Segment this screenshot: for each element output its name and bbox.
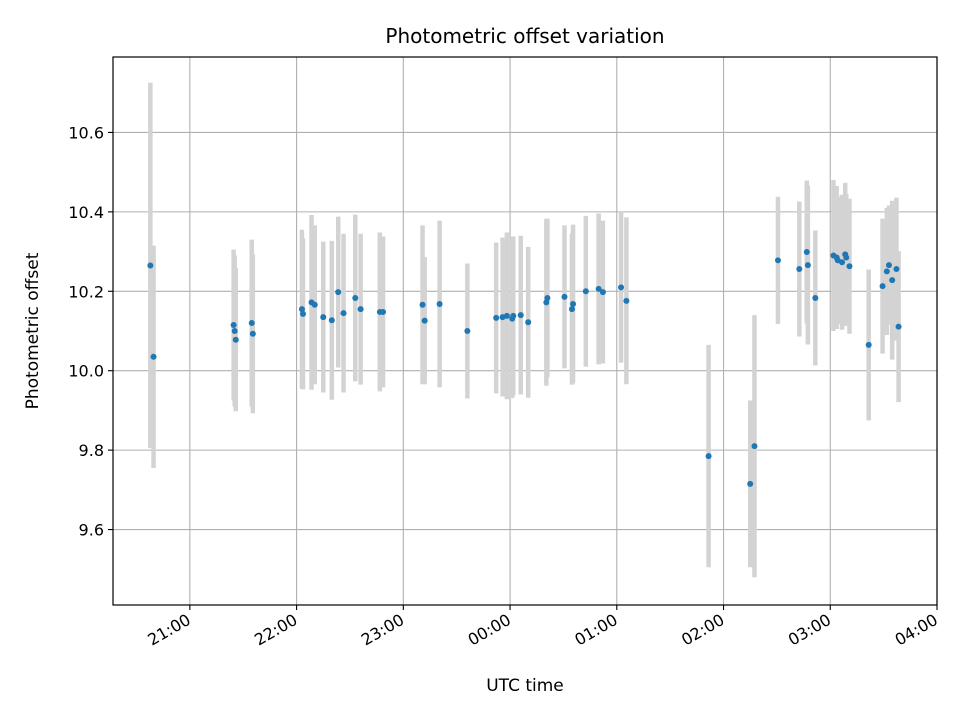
data-point — [846, 263, 853, 270]
data-point — [436, 300, 443, 307]
data-point — [517, 312, 524, 319]
data-point — [352, 295, 359, 302]
data-point — [340, 310, 347, 317]
y-tick-label: 10.4 — [68, 203, 104, 222]
data-point — [865, 341, 872, 348]
data-point — [230, 322, 237, 329]
plot-frame — [112, 56, 938, 606]
data-point — [568, 306, 575, 313]
data-point — [561, 293, 568, 300]
y-tick-label: 10.6 — [68, 123, 104, 142]
data-point — [249, 330, 256, 337]
data-point — [889, 277, 896, 284]
data-point — [883, 268, 890, 275]
data-point — [335, 289, 342, 296]
y-tick-label: 10.0 — [68, 362, 104, 381]
y-tick-label: 9.6 — [79, 521, 104, 540]
data-point — [623, 297, 630, 304]
chart-title: Photometric offset variation — [385, 24, 664, 48]
data-point — [618, 284, 625, 291]
data-point — [839, 259, 846, 266]
data-point — [599, 289, 606, 296]
data-point — [320, 314, 327, 321]
data-point — [804, 262, 811, 269]
data-point — [879, 283, 886, 290]
data-point — [796, 266, 803, 273]
data-point — [812, 295, 819, 302]
data-point — [311, 301, 318, 308]
y-tick-label: 10.2 — [68, 282, 104, 301]
data-point — [503, 312, 510, 319]
data-point — [843, 254, 850, 261]
data-point — [774, 257, 781, 264]
data-point — [380, 308, 387, 315]
data-point — [751, 443, 758, 450]
data-point — [803, 248, 810, 255]
data-point — [298, 306, 305, 313]
data-point — [248, 320, 255, 327]
x-axis-label: UTC time — [486, 676, 564, 696]
y-tick-label: 9.8 — [79, 441, 104, 460]
data-point — [582, 288, 589, 295]
data-point — [595, 285, 602, 292]
data-point — [885, 262, 892, 269]
y-axis-ticks: 9.6 9.8 10.0 10.2 10.4 10.6 — [68, 123, 113, 540]
data-point — [299, 310, 306, 317]
data-point — [150, 353, 157, 360]
data-point — [328, 317, 335, 324]
data-points — [147, 248, 902, 487]
data-point — [419, 301, 426, 308]
data-point — [705, 453, 712, 460]
data-point — [357, 306, 364, 313]
data-point — [893, 266, 900, 273]
data-point — [895, 323, 902, 330]
data-point — [525, 319, 532, 326]
y-axis-label: Photometric offset — [23, 252, 43, 409]
data-point — [421, 317, 428, 324]
data-point — [544, 295, 551, 302]
data-point — [231, 328, 238, 334]
data-point — [493, 314, 500, 321]
data-point — [510, 312, 517, 319]
data-point — [147, 262, 154, 269]
data-point — [464, 328, 471, 334]
data-point — [747, 480, 754, 487]
data-point — [570, 300, 577, 307]
data-point — [232, 336, 239, 343]
